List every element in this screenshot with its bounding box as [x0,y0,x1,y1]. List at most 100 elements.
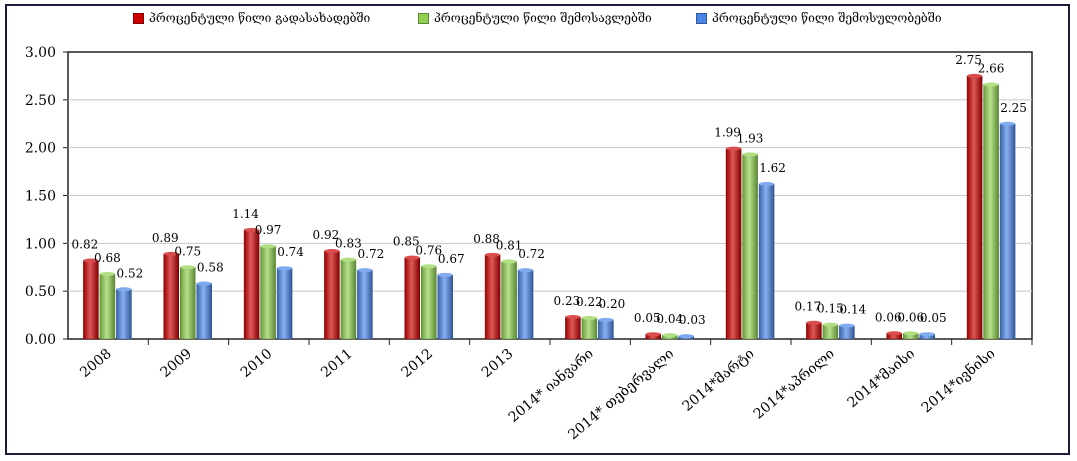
data-label-series-1: 0.06 [875,310,902,324]
x-tick-label: 2011 [318,346,356,381]
bar-top-series-2 [501,259,517,264]
bar-series-2 [501,261,517,340]
data-label-series-2: 0.22 [576,295,603,309]
bar-top-series-2 [581,315,597,320]
data-label-series-1: 0.89 [152,231,179,245]
bar-series-1 [565,316,581,340]
bar-top-series-1 [967,73,983,78]
bar-series-3 [196,283,212,340]
bar-series-1 [404,257,420,340]
bar-series-2 [180,267,196,340]
bar-series-1 [806,322,822,340]
data-label-series-1: 2.75 [955,53,982,67]
bar-series-3 [999,123,1016,340]
data-label-series-2: 2.66 [978,62,1005,76]
bar-top-series-1 [806,320,822,325]
bar-top-series-3 [196,281,212,286]
x-tick-label: 2013 [479,346,517,381]
data-label-series-3: 0.74 [277,245,304,259]
data-label-series-2: 0.15 [817,302,844,316]
bar-top-series-1 [886,331,902,336]
data-label-series-1: 0.17 [795,300,822,314]
legend-label-taxes: პროცენტული წილი გადასახადებში [149,11,371,25]
bar-series-3 [758,183,775,340]
data-label-series-3: 0.05 [920,311,947,325]
bar-top-series-3 [759,182,775,187]
bar-series-1 [725,148,742,340]
y-tick-label: 2.50 [25,93,56,109]
x-tick-label: 2010 [238,346,276,381]
data-label-series-2: 0.97 [255,223,282,237]
bar-top-series-3 [919,332,935,337]
data-label-series-2: 0.81 [496,239,523,253]
bar-top-series-3 [1000,121,1016,126]
bar-series-2 [983,84,999,340]
x-tick-label: 2014*აპრილი [750,345,838,423]
y-tick-label: 2.00 [25,141,56,157]
bar-top-series-1 [404,255,420,260]
bar-top-series-3 [357,268,373,273]
data-label-series-3: 2.25 [1000,101,1027,115]
bar-top-series-3 [518,268,534,273]
data-label-series-3: 0.52 [117,266,144,280]
bar-series-3 [839,325,855,340]
bar-top-series-2 [983,82,999,87]
bar-series-1 [243,229,260,340]
x-tick-label: 2012 [398,346,436,381]
legend-item-revenues: პროცენტული წილი შემოსავლებში [418,11,652,25]
data-label-series-2: 0.83 [335,237,362,251]
data-label-series-1: 0.88 [473,232,500,246]
bar-top-series-1 [163,251,179,256]
data-label-series-1: 0.85 [393,235,420,249]
bar-top-series-2 [822,322,838,327]
bar-top-series-3 [277,266,293,271]
data-label-series-1: 0.05 [634,311,661,325]
legend-swatch-revenues [418,12,429,24]
bar-top-series-3 [678,334,694,339]
y-tick-label: 0.50 [25,284,56,300]
legend-item-taxes: პროცენტული წილი გადასახადებში [133,11,370,25]
bar-series-3 [276,267,293,340]
x-tick-label: 2014*მარტი [679,345,758,415]
chart-legend: პროცენტული წილი გადასახადებში პროცენტული… [0,11,1077,31]
legend-swatch-receipts [696,12,707,24]
bar-series-1 [324,250,340,340]
data-label-series-3: 0.14 [840,303,867,317]
bar-top-series-1 [485,252,501,257]
x-tick-label: 2014* იანვარი [504,344,596,426]
bar-series-2 [822,324,839,340]
bar-top-series-3 [839,323,855,328]
bar-series-2 [421,266,437,340]
data-label-series-2: 0.68 [94,251,121,265]
x-tick-label: 2014*ივნისი [917,344,998,416]
bar-top-series-3 [437,272,453,277]
data-label-series-3: 0.58 [197,261,224,275]
data-label-series-2: 0.75 [174,244,201,258]
bar-series-2 [99,273,116,340]
bar-top-series-2 [742,152,758,157]
bar-series-1 [966,75,983,340]
legend-label-receipts: პროცენტული წილი შემოსულობებში [712,11,942,25]
bar-top-series-2 [340,257,356,262]
bar-top-series-2 [260,244,276,249]
bar-top-series-2 [421,264,437,269]
bar-top-series-2 [903,331,919,336]
legend-label-revenues: პროცენტული წილი შემოსავლებში [434,11,652,25]
data-label-series-2: 1.93 [737,131,764,145]
legend-swatch-taxes [133,12,144,24]
data-label-series-3: 0.72 [518,247,545,261]
data-label-series-3: 0.67 [438,252,465,266]
bar-series-3 [598,319,614,340]
bar-top-series-1 [726,146,742,151]
bar-top-series-2 [662,333,678,338]
data-label-series-3: 0.72 [358,247,385,261]
data-label-series-1: 0.82 [72,238,99,252]
bar-series-3 [357,269,373,340]
bar-top-series-1 [244,227,260,232]
y-tick-label: 1.50 [25,189,56,205]
data-label-series-2: 0.06 [897,310,924,324]
data-label-series-2: 0.04 [656,312,683,326]
data-label-series-1: 1.14 [232,207,259,221]
chart-frame [5,4,1070,455]
